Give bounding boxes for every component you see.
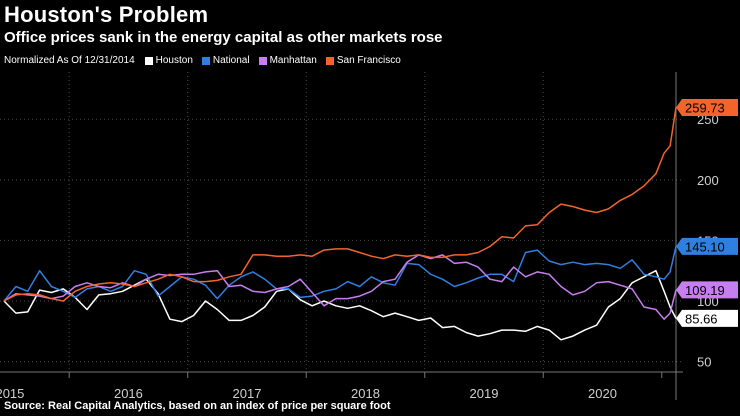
x-tick-label-2019: 2019 (470, 386, 499, 401)
chart-title: Houston's Problem (4, 2, 209, 27)
x-tick-label-2016: 2016 (114, 386, 143, 401)
legend-item-manhattan: Manhattan (258, 55, 317, 66)
end-label-box-manhattan (676, 281, 738, 299)
legend-label-manhattan: Manhattan (269, 55, 317, 66)
y-tick-label-250: 250 (697, 112, 719, 127)
end-label-national: 145.10 (685, 239, 725, 254)
x-tick-label-2015: 2015 (0, 386, 24, 401)
series-line-houston (3, 269, 677, 341)
legend-note: Normalized As Of 12/31/2014 (4, 55, 135, 66)
end-label-san-francisco: 259.73 (685, 100, 725, 115)
legend-swatch-manhattan (258, 56, 267, 65)
series-line-manhattan (3, 254, 677, 320)
y-tick-label-50: 50 (697, 355, 711, 370)
end-label-houston: 85.66 (685, 311, 718, 326)
x-tick-label-2020: 2020 (588, 386, 617, 401)
legend-item-national: National (201, 55, 250, 66)
x-tick-label-2018: 2018 (351, 386, 380, 401)
end-label-manhattan: 109.19 (685, 283, 725, 298)
y-tick-label-200: 200 (697, 173, 719, 188)
legend-swatch-national (201, 56, 210, 65)
legend-swatch-houston (144, 56, 153, 65)
x-tick-label-2017: 2017 (233, 386, 262, 401)
series-line-san-francisco (3, 107, 677, 302)
series-line-national (3, 246, 677, 302)
end-label-box-houston (676, 309, 738, 327)
legend-label-houston: Houston (155, 55, 193, 66)
end-label-box-san-francisco (676, 98, 738, 116)
legend-item-houston: Houston (144, 55, 193, 66)
legend-label-national: National (212, 55, 250, 66)
end-label-box-national (676, 237, 738, 255)
legend: Normalized As Of 12/31/2014 Houston Nati… (4, 55, 410, 66)
legend-label-san-francisco: San Francisco (336, 55, 401, 66)
legend-item-san-francisco: San Francisco (325, 55, 401, 66)
chart-subtitle: Office prices sank in the energy capital… (4, 29, 443, 46)
legend-swatch-san-francisco (325, 56, 334, 65)
source-note: Source: Real Capital Analytics, based on… (4, 400, 391, 412)
